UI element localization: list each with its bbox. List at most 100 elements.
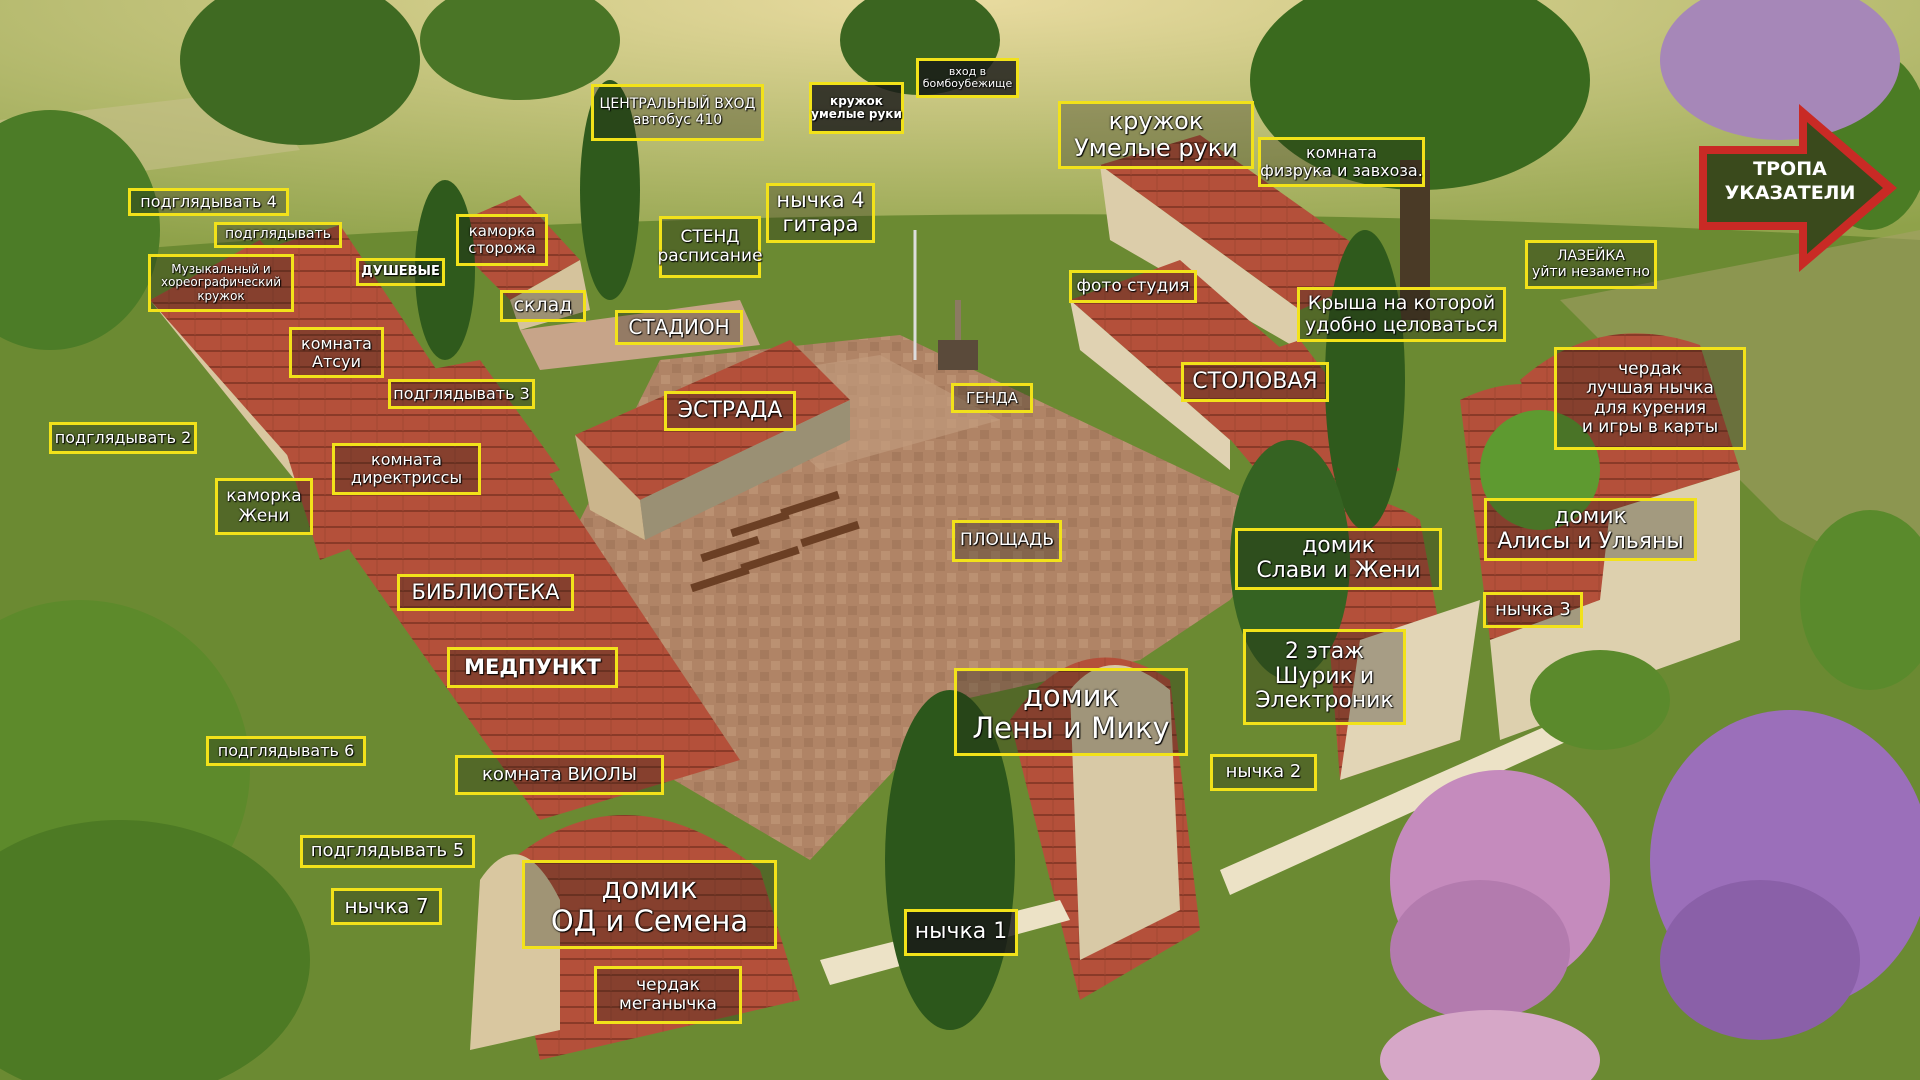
- label-attic-top: чердак лучшая нычка для курения и игры в…: [1554, 347, 1746, 450]
- label-library: БИБЛИОТЕКА: [397, 574, 574, 611]
- label-infirmary: МЕДПУНКТ: [447, 647, 618, 688]
- label-music-dance-club: Музыкальный и хореографический кружок: [148, 254, 294, 312]
- label-text: комната: [371, 450, 442, 470]
- label-text: для курения: [1593, 397, 1707, 418]
- label-text: комната: [301, 333, 372, 353]
- label-slavya-zhenya-house: домик Слави и Жени: [1235, 528, 1442, 590]
- label-alisa-ulyana-house: домик Алисы и Ульяны: [1484, 498, 1697, 561]
- label-text: фото студия: [1076, 275, 1190, 296]
- label-text: расписание: [657, 246, 763, 266]
- label-zhenya-room: каморка Жени: [215, 478, 313, 535]
- roof-od-house: [500, 815, 800, 1060]
- label-text: сторожа: [468, 239, 536, 257]
- label-hideout-7: нычка 7: [331, 888, 442, 925]
- blossom-trees: [1380, 0, 1920, 1080]
- label-text: умелые руки: [811, 107, 902, 121]
- label-text: удобно целоваться: [1304, 313, 1499, 336]
- label-text: СТАДИОН: [628, 315, 730, 340]
- label-text: БИБЛИОТЕКА: [411, 579, 560, 604]
- label-text: нычка 7: [344, 894, 429, 919]
- label-text: Лены и Мику: [972, 711, 1170, 745]
- label-text: и игры в карты: [1581, 416, 1719, 437]
- label-text: подглядывать: [224, 226, 332, 243]
- label-text: хореографический: [160, 275, 282, 290]
- label-text: домик: [1554, 503, 1627, 529]
- trail-sign-line2: УКАЗАТЕЛИ: [1724, 181, 1856, 204]
- label-text: меганычка: [619, 994, 717, 1014]
- dirt-trail: [1560, 230, 1920, 600]
- label-photo-studio: фото студия: [1069, 270, 1197, 303]
- label-text: 2 этаж: [1284, 639, 1365, 665]
- label-text: СТЕНД: [680, 226, 740, 247]
- label-podglyadyvat-5: подглядывать 5: [300, 835, 475, 868]
- trail-sign-line1: ТРОПА: [1753, 158, 1827, 180]
- roof-kruzhok: [1100, 135, 1390, 310]
- label-text: кружок: [197, 288, 245, 303]
- label-director-room: комната директриссы: [332, 443, 481, 495]
- label-text: каморка: [468, 222, 536, 241]
- label-text: подглядывать 3: [393, 384, 530, 404]
- label-text: ДУШЕВЫЕ: [361, 263, 440, 279]
- label-hideout-3: нычка 3: [1483, 592, 1583, 628]
- label-text: директриссы: [350, 468, 463, 487]
- label-bomb-shelter-entrance: вход в бомбоубежище: [916, 58, 1019, 98]
- label-genda-statue: ГЕНДА: [951, 383, 1033, 413]
- label-podglyadyvat-4: подглядывать 4: [128, 188, 289, 216]
- label-second-floor-shurik-elektronik: 2 этаж Шурик и Электроник: [1243, 629, 1406, 725]
- label-text: ОД и Семена: [550, 903, 749, 938]
- label-text: Жени: [238, 505, 290, 526]
- label-podglyadyvat-3: подглядывать 3: [388, 379, 535, 409]
- label-text: нычка 2: [1225, 761, 1302, 783]
- label-text: ПЛОЩАДЬ: [959, 530, 1055, 551]
- label-schedule-board: СТЕНД расписание: [657, 216, 763, 278]
- arrow-right-icon: [1699, 104, 1897, 272]
- label-text: домик: [1302, 533, 1375, 559]
- label-pe-teacher-room: комната физрука и завхоза.: [1258, 137, 1425, 187]
- label-text: нычка 1: [914, 919, 1008, 945]
- label-canteen: СТОЛОВАЯ: [1181, 362, 1329, 402]
- label-text: Алисы и Ульяны: [1497, 528, 1684, 554]
- label-text: Электроник: [1255, 688, 1394, 714]
- trail-sign-text: ТРОПА УКАЗАТЕЛИ: [1715, 158, 1865, 206]
- label-storage: склад: [500, 290, 586, 322]
- label-text: кружок: [1108, 107, 1204, 136]
- label-text: нычка 4: [776, 188, 865, 213]
- label-text: комната ВИОЛЫ: [482, 763, 637, 785]
- label-showers: ДУШЕВЫЕ: [356, 258, 445, 286]
- label-text: ЦЕНТРАЛЬНЫЙ ВХОД: [599, 95, 756, 112]
- label-text: Слави и Жени: [1256, 558, 1421, 583]
- label-stage: ЭСТРАДА: [664, 391, 796, 431]
- label-hideout-1: нычка 1: [904, 909, 1018, 956]
- label-text: вход в: [948, 64, 987, 78]
- label-text: физрука и завхоза.: [1260, 161, 1423, 180]
- label-crafts-club: кружок Умелые руки: [1058, 101, 1254, 169]
- label-hideout-4: нычка 4 гитара: [766, 183, 875, 243]
- label-text: лучшая нычка: [1586, 378, 1714, 399]
- trail-direction-sign: ТРОПА УКАЗАТЕЛИ: [1697, 100, 1901, 278]
- label-text: Музыкальный и: [171, 261, 271, 276]
- label-stadium: СТАДИОН: [615, 310, 743, 345]
- label-text: автобус 410: [632, 111, 723, 128]
- label-text: Умелые руки: [1074, 134, 1238, 162]
- label-text: каморка: [226, 486, 302, 507]
- label-text: ГЕНДА: [966, 388, 1018, 407]
- label-text: уйти незаметно: [1532, 263, 1650, 280]
- label-text: домик: [601, 871, 698, 906]
- label-podglyadyvat-2: подглядывать 2: [49, 422, 197, 454]
- label-viola-room: комната ВИОЛЫ: [455, 755, 664, 795]
- roof-left-2: [300, 430, 740, 820]
- label-text: подглядывать 4: [140, 192, 277, 212]
- label-text: склад: [513, 294, 573, 317]
- label-kissing-roof: Крыша на которой удобно целоваться: [1297, 287, 1506, 342]
- label-text: подглядывать 2: [54, 428, 192, 448]
- label-crafts-club-small: кружок умелые руки: [809, 82, 904, 134]
- label-text: комната: [1306, 143, 1377, 163]
- label-text: МЕДПУНКТ: [464, 654, 601, 679]
- label-text: бомбоубежище: [922, 77, 1013, 90]
- label-text: кружок: [830, 93, 883, 108]
- label-text: подглядывать 6: [217, 741, 355, 761]
- label-hideout-2: нычка 2: [1210, 754, 1317, 791]
- label-text: чердак: [1618, 359, 1682, 380]
